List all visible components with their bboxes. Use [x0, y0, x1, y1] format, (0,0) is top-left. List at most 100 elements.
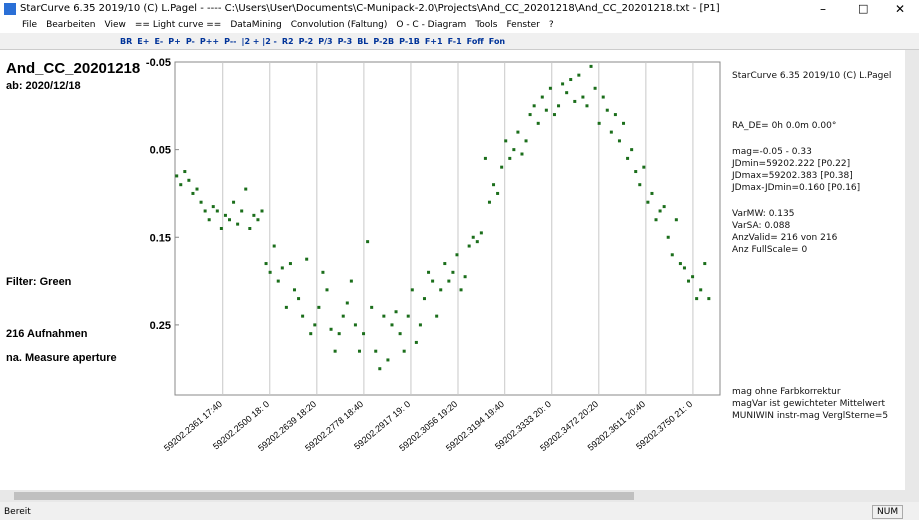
- data-point: [260, 209, 264, 213]
- data-point: [487, 200, 491, 204]
- data-point: [439, 288, 443, 292]
- data-point: [252, 213, 256, 217]
- maximize[interactable]: □: [858, 2, 869, 15]
- data-point: [561, 82, 565, 86]
- toolbar-button[interactable]: |2 + |2 -: [241, 37, 277, 46]
- data-point: [240, 209, 244, 213]
- toolbar-button[interactable]: BL: [357, 37, 369, 46]
- toolbar-button[interactable]: P-3: [337, 37, 353, 46]
- toolbar-button[interactable]: Fon: [488, 37, 506, 46]
- data-point: [707, 297, 711, 301]
- menu-item[interactable]: View: [104, 20, 126, 30]
- filter: Filter: Green: [6, 276, 72, 288]
- data-point: [305, 257, 309, 261]
- data-point: [370, 305, 374, 309]
- toolbar-button[interactable]: F-1: [447, 37, 462, 46]
- menu-item[interactable]: File: [22, 20, 38, 30]
- data-point: [317, 305, 321, 309]
- data-point: [191, 191, 195, 195]
- minimize[interactable]: –: [820, 2, 826, 16]
- data-point: [329, 327, 333, 331]
- data-point: [394, 310, 398, 314]
- data-point: [349, 279, 353, 283]
- data-point: [597, 121, 601, 125]
- data-point: [280, 266, 284, 270]
- data-point: [410, 288, 414, 292]
- toolbar-button[interactable]: P--: [224, 37, 237, 46]
- data-point: [589, 64, 593, 68]
- data-point: [581, 95, 585, 99]
- data-point: [593, 86, 597, 90]
- data-point: [353, 323, 357, 327]
- toolbar-button[interactable]: P+: [168, 37, 181, 46]
- toolbar-button[interactable]: BR: [120, 37, 133, 46]
- info-line: magVar ist gewichteter Mittelwert: [732, 399, 886, 409]
- y-tick-label: 0.25: [150, 320, 171, 332]
- toolbar-button[interactable]: E-: [154, 37, 164, 46]
- menu-item[interactable]: Convolution (Faltung): [290, 20, 388, 30]
- menu-item[interactable]: O - C - Diagram: [396, 20, 467, 30]
- toolbar-button[interactable]: P-2B: [373, 37, 395, 46]
- toolbar-button[interactable]: E+: [137, 37, 150, 46]
- toolbar-button[interactable]: Foff: [466, 37, 484, 46]
- data-point: [626, 156, 630, 160]
- data-point: [544, 108, 548, 112]
- status-text: Bereit: [4, 507, 31, 517]
- data-point: [398, 332, 402, 336]
- data-point: [682, 266, 686, 270]
- vertical-scrollbar[interactable]: [905, 50, 919, 502]
- frame-count: 216 Aufnahmen: [6, 328, 88, 340]
- menu-item[interactable]: DataMining: [230, 20, 282, 30]
- toolbar-button[interactable]: F+1: [424, 37, 443, 46]
- data-point: [390, 323, 394, 327]
- info-line: MUNIWIN instr-mag VerglSterne=5: [732, 411, 889, 421]
- data-point: [662, 205, 666, 209]
- info-line: Anz FullScale= 0: [732, 245, 808, 255]
- scroll-thumb[interactable]: [14, 492, 634, 500]
- info-panel: StarCurve 6.35 2019/10 (C) L.Pagel RA_DE=…: [732, 70, 902, 422]
- data-point: [451, 270, 455, 274]
- data-point: [699, 288, 703, 292]
- data-point: [617, 139, 621, 143]
- data-point: [341, 314, 345, 318]
- data-point: [309, 332, 313, 336]
- info-line: JDmax=59202.383 [P0.38]: [732, 171, 853, 181]
- menu-item[interactable]: Fenster: [506, 20, 540, 30]
- toolbar-button[interactable]: R2: [281, 37, 294, 46]
- menu-item[interactable]: ?: [548, 20, 554, 30]
- chart-window: And_CC_20201218 ab: 2020/12/18 Filter: G…: [0, 50, 905, 490]
- data-point: [431, 279, 435, 283]
- toolbar-button[interactable]: P-: [185, 37, 195, 46]
- data-point: [520, 152, 524, 156]
- data-point: [215, 209, 219, 213]
- data-point: [175, 174, 179, 178]
- menu-item[interactable]: == Light curve ==: [134, 20, 222, 30]
- data-point: [528, 113, 532, 117]
- data-point: [382, 314, 386, 318]
- data-point: [703, 262, 707, 266]
- data-point: [638, 183, 642, 187]
- data-point: [276, 279, 280, 283]
- data-point: [203, 209, 207, 213]
- num-indicator: NUM: [872, 505, 904, 519]
- toolbar: BR E+ E- P+ P- P++ P-- |2 + |2 - R2 P-2 P/3 P-3 BL P-…: [0, 33, 919, 50]
- data-point: [378, 367, 382, 371]
- data-point: [471, 235, 475, 239]
- close[interactable]: ✕: [895, 2, 906, 16]
- horizontal-scrollbar[interactable]: [0, 490, 905, 502]
- info-line: JDmin=59202.222 [P0.22]: [732, 159, 851, 169]
- info-line: mag=-0.05 - 0.33: [732, 147, 812, 157]
- menu-item[interactable]: Bearbeiten: [46, 20, 96, 30]
- toolbar-button[interactable]: P-2: [298, 37, 314, 46]
- data-point: [386, 358, 390, 362]
- data-point: [183, 170, 187, 174]
- menu-item[interactable]: Tools: [475, 20, 498, 30]
- data-point: [195, 187, 199, 191]
- data-point: [345, 301, 349, 305]
- toolbar-button[interactable]: P++: [199, 37, 220, 46]
- toolbar-button[interactable]: P-1B: [399, 37, 420, 46]
- data-point: [532, 104, 536, 108]
- toolbar-button[interactable]: P/3: [318, 37, 333, 46]
- data-point: [642, 165, 646, 169]
- info-line: VarMW: 0.135: [732, 209, 795, 219]
